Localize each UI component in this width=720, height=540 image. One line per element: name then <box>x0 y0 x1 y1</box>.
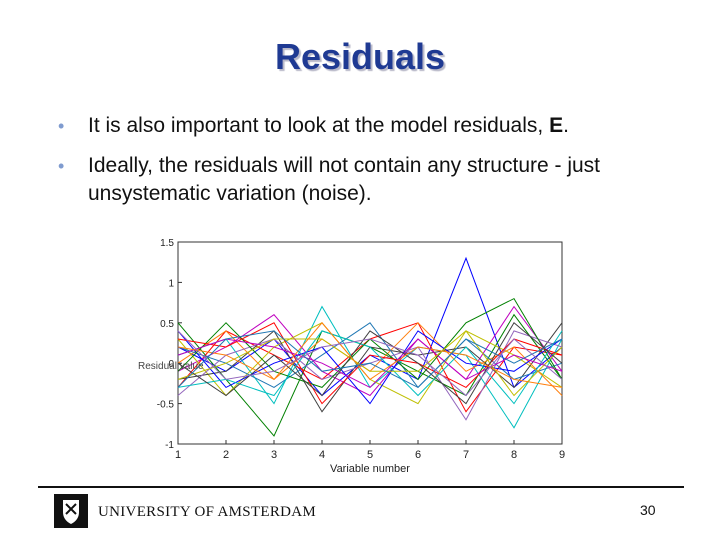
footer-rule <box>38 486 684 488</box>
footer-university: UNIVERSITY OF AMSTERDAM <box>98 504 317 520</box>
x-tick-label: 4 <box>319 449 325 461</box>
chart-series-layer <box>177 256 563 437</box>
y-axis-label: Residual value <box>138 361 204 372</box>
bullet-text: Ideally, the residuals will not contain … <box>88 154 601 205</box>
residual-series-line <box>177 330 563 397</box>
residual-series-line <box>177 322 563 389</box>
residual-series-line <box>177 322 563 405</box>
bullet-item: • It is also important to look at the mo… <box>58 112 678 140</box>
residual-series-line <box>177 322 563 388</box>
x-tick-label: 9 <box>559 449 565 461</box>
x-axis-label: Variable number <box>330 463 410 475</box>
residual-series-line <box>177 330 563 389</box>
page-number: 30 <box>640 502 656 518</box>
y-tick-label: -0.5 <box>157 400 175 411</box>
slide-title: Residuals <box>274 36 446 77</box>
university-logo <box>54 494 88 528</box>
bullet-icon: • <box>58 156 65 176</box>
x-tick-label: 6 <box>415 449 421 461</box>
residual-series-line <box>177 330 563 405</box>
x-tick-label: 3 <box>271 449 277 461</box>
bullet-icon: • <box>58 116 65 136</box>
y-tick-label: 1 <box>168 278 174 289</box>
y-tick-label: 1.5 <box>160 238 174 249</box>
x-tick-label: 8 <box>511 449 517 461</box>
x-tick-label: 2 <box>223 449 229 461</box>
y-tick-label: 0.5 <box>160 319 174 330</box>
residual-series-line <box>177 330 563 397</box>
chart-labels: -1 -0.5 0 0.5 1 1.5 1 2 3 4 5 6 7 8 9 Variable number Re… <box>138 238 565 475</box>
bullet-after: . <box>563 114 569 137</box>
y-tick-label: -1 <box>165 440 174 451</box>
bullet-list: • It is also important to look at the mo… <box>58 112 678 220</box>
x-tick-label: 7 <box>463 449 469 461</box>
residual-series-line <box>177 330 563 405</box>
residual-series-line <box>177 338 563 389</box>
x-tick-label: 5 <box>367 449 373 461</box>
bullet-bold: E <box>549 114 564 137</box>
shield-logo-icon <box>63 500 79 524</box>
y-tick-label: 0 <box>168 359 174 370</box>
x-tick-label: 1 <box>175 449 181 461</box>
bullet-item: • Ideally, the residuals will not contai… <box>58 152 678 208</box>
bullet-text: It is also important to look at the mode… <box>88 114 550 137</box>
